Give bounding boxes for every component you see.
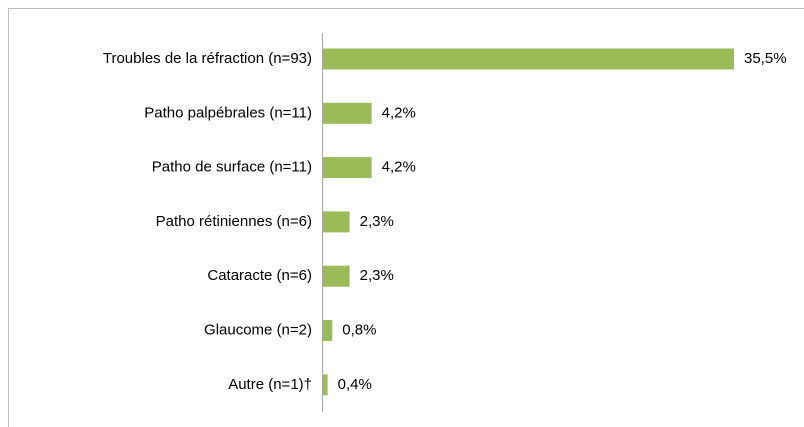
value-label: 4,2% bbox=[382, 104, 416, 121]
value-label: 4,2% bbox=[382, 159, 416, 176]
bar bbox=[323, 48, 734, 70]
bar bbox=[323, 374, 328, 396]
category-label: Autre (n=1)† bbox=[228, 376, 312, 393]
value-label: 2,3% bbox=[360, 267, 394, 284]
category-label: Patho rétiniennes (n=6) bbox=[156, 213, 312, 230]
bar bbox=[323, 211, 350, 233]
value-label: 0,4% bbox=[338, 376, 372, 393]
bar bbox=[323, 265, 350, 287]
bar bbox=[323, 102, 372, 124]
category-label: Patho de surface (n=11) bbox=[152, 159, 312, 176]
bar bbox=[323, 157, 372, 179]
category-label: Troubles de la réfraction (n=93) bbox=[103, 50, 312, 67]
category-label: Glaucome (n=2) bbox=[204, 321, 312, 338]
value-label: 35,5% bbox=[744, 50, 787, 67]
chart-border bbox=[8, 8, 804, 427]
value-label: 2,3% bbox=[360, 213, 394, 230]
value-label: 0,8% bbox=[342, 321, 376, 338]
category-label: Patho palpébrales (n=11) bbox=[144, 104, 312, 121]
category-label: Cataracte (n=6) bbox=[207, 267, 312, 284]
bar bbox=[323, 320, 333, 341]
